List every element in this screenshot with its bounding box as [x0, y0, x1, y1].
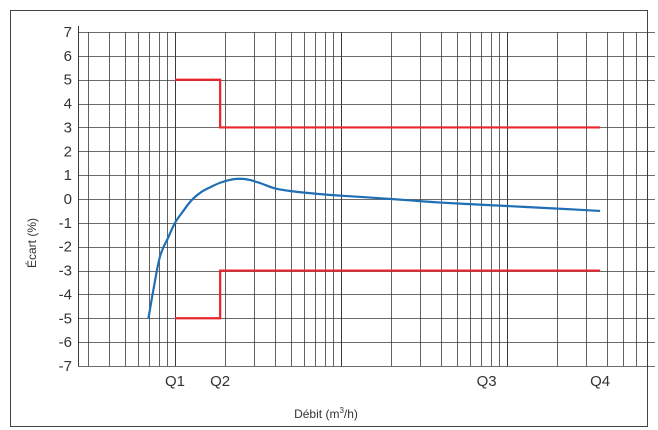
y-tick-label: -3	[59, 263, 72, 280]
x-tick-label: Q1	[165, 373, 185, 390]
y-tick-label: 2	[64, 143, 72, 160]
y-tick-label: -5	[59, 310, 72, 327]
grid-lines	[78, 26, 655, 367]
y-tick-label: 1	[64, 167, 72, 184]
y-tick-label: -1	[59, 215, 72, 232]
limit-line	[175, 78, 601, 129]
y-tick-label: -6	[59, 334, 72, 351]
error-curve-line	[147, 177, 601, 319]
x-tick-label: Q4	[590, 373, 610, 390]
y-tick-label: 3	[64, 119, 72, 136]
y-tick-label: -2	[59, 239, 72, 256]
y-tick-label: 5	[64, 72, 72, 89]
y-tick-label: 6	[64, 48, 72, 65]
y-tick-label: 0	[64, 191, 72, 208]
y-tick-label: 4	[64, 96, 72, 113]
series-lines	[147, 78, 601, 320]
y-axis-title: Écart (%)	[24, 218, 39, 268]
y-tick-label: 7	[64, 24, 72, 41]
y-tick-label: -7	[59, 358, 72, 375]
y-tick-labels: 7 6 5 4 3 2 1 0 -1 -2 -3 -4 -5 -6 -7	[59, 24, 72, 375]
y-tick-label: -4	[59, 286, 72, 303]
x-tick-label: Q3	[477, 373, 497, 390]
outer-frame	[10, 10, 648, 427]
x-tick-labels: Q1 Q2 Q3 Q4	[165, 373, 610, 390]
limit-line	[175, 269, 601, 320]
x-tick-label: Q2	[210, 373, 230, 390]
x-axis-title: Débit (m3/h)	[294, 406, 358, 421]
